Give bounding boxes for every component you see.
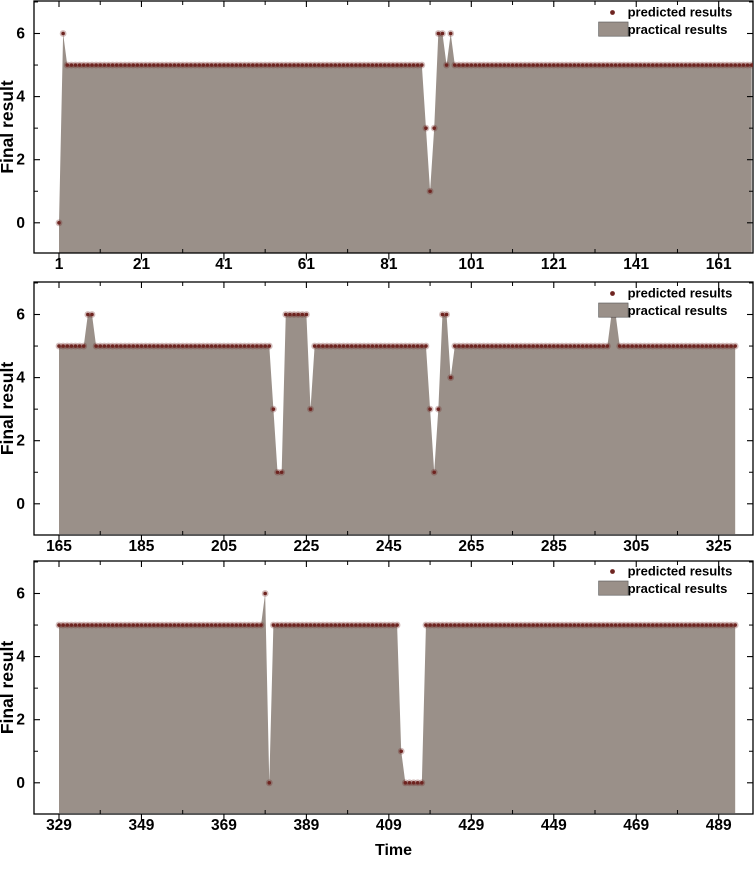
svg-text:101: 101 <box>458 256 484 273</box>
svg-text:4: 4 <box>16 649 25 666</box>
svg-text:245: 245 <box>376 538 402 555</box>
svg-text:165: 165 <box>46 538 72 555</box>
svg-text:2: 2 <box>16 712 25 729</box>
svg-text:predicted results: predicted results <box>628 5 733 20</box>
svg-text:141: 141 <box>623 256 649 273</box>
svg-text:305: 305 <box>623 538 649 555</box>
svg-text:21: 21 <box>133 256 151 273</box>
svg-text:469: 469 <box>623 817 649 834</box>
svg-text:practical results: practical results <box>628 581 728 596</box>
svg-text:0: 0 <box>16 775 25 792</box>
svg-text:6: 6 <box>16 26 25 43</box>
svg-text:325: 325 <box>706 538 732 555</box>
svg-text:429: 429 <box>458 817 484 834</box>
svg-text:1: 1 <box>55 256 64 273</box>
svg-text:61: 61 <box>298 256 316 273</box>
svg-text:Time: Time <box>375 842 412 859</box>
svg-text:2: 2 <box>16 152 25 169</box>
svg-text:205: 205 <box>211 538 237 555</box>
svg-text:predicted results: predicted results <box>628 564 733 579</box>
svg-text:161: 161 <box>706 256 732 273</box>
svg-text:0: 0 <box>16 496 25 513</box>
svg-text:Final result: Final result <box>0 80 17 174</box>
svg-text:Final result: Final result <box>0 641 17 735</box>
svg-text:265: 265 <box>458 538 484 555</box>
svg-text:389: 389 <box>293 817 319 834</box>
svg-text:6: 6 <box>16 307 25 324</box>
svg-text:4: 4 <box>16 370 25 387</box>
svg-text:329: 329 <box>46 817 72 834</box>
svg-text:predicted results: predicted results <box>628 286 733 301</box>
svg-text:4: 4 <box>16 89 25 106</box>
svg-text:2: 2 <box>16 433 25 450</box>
svg-text:6: 6 <box>16 586 25 603</box>
svg-text:practical results: practical results <box>628 303 728 318</box>
svg-text:225: 225 <box>293 538 319 555</box>
svg-text:449: 449 <box>541 817 567 834</box>
svg-text:41: 41 <box>215 256 233 273</box>
svg-text:Final result: Final result <box>0 362 17 456</box>
svg-text:185: 185 <box>129 538 155 555</box>
svg-text:0: 0 <box>16 215 25 232</box>
svg-text:349: 349 <box>129 817 155 834</box>
svg-text:285: 285 <box>541 538 567 555</box>
svg-text:489: 489 <box>706 817 732 834</box>
svg-text:121: 121 <box>541 256 567 273</box>
svg-text:81: 81 <box>380 256 398 273</box>
svg-text:369: 369 <box>211 817 237 834</box>
svg-text:practical results: practical results <box>628 22 728 37</box>
svg-text:409: 409 <box>376 817 402 834</box>
